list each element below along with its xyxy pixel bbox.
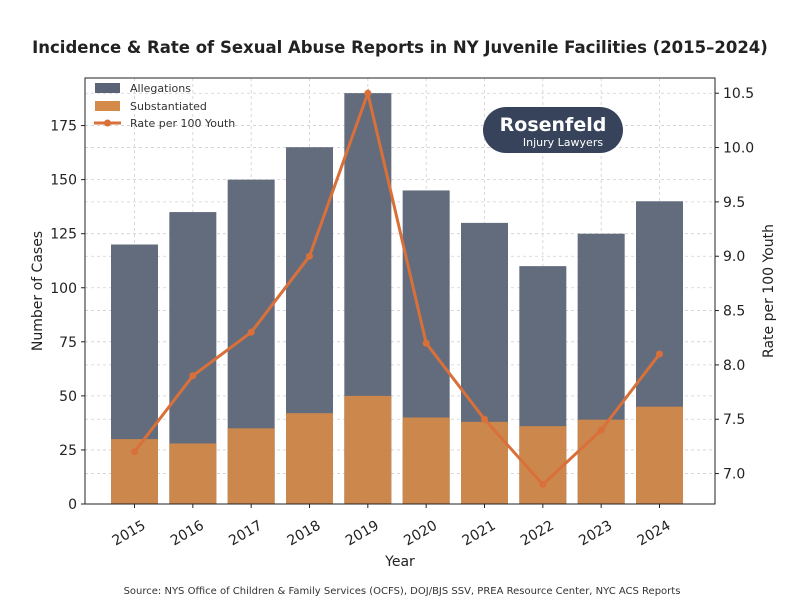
bar-substantiated [344, 395, 392, 504]
y2-tick-label: 10.5 [723, 86, 754, 102]
x-tick-label: 2020 [401, 518, 440, 550]
bar-substantiated [577, 419, 625, 504]
x-tick-label: 2018 [285, 518, 324, 550]
x-tick-label: 2023 [576, 518, 615, 550]
y-tick-label: 0 [68, 497, 77, 513]
y2-tick-label: 8.0 [723, 358, 745, 374]
plot-frame [84, 77, 716, 505]
rate-point [597, 426, 605, 434]
rate-point [189, 372, 197, 380]
legend-marker-rate [104, 119, 111, 127]
rate-line [131, 87, 663, 488]
legend-swatch-substantiated [95, 101, 120, 111]
y2-tick-label: 9.5 [723, 195, 745, 211]
bar-substantiated [286, 413, 333, 504]
rate-point [656, 350, 663, 358]
y-tick-label: 175 [50, 119, 77, 135]
x-tick-label: 2016 [168, 518, 207, 550]
x-tick-label: 2021 [460, 518, 499, 550]
x-tick-label: 2015 [110, 518, 149, 550]
logo-name: Rosenfeld [500, 114, 607, 136]
logo: Rosenfeld Injury Lawyers [483, 107, 623, 153]
chart-title: Incidence & Rate of Sexual Abuse Reports… [32, 38, 768, 57]
rate-point [364, 89, 372, 97]
legend-label-rate: Rate per 100 Youth [130, 117, 235, 130]
y-tick-label: 75 [59, 335, 77, 351]
y2-tick-label: 10.0 [723, 141, 754, 157]
legend-swatch-allegations [95, 83, 120, 93]
rate-point [247, 328, 255, 336]
rate-point [306, 252, 313, 260]
bar-substantiated [461, 421, 508, 504]
legend: Allegations Substantiated Rate per 100 Y… [94, 82, 235, 130]
x-tick-label: 2019 [343, 518, 382, 550]
y-axis-label: Number of Cases [30, 231, 46, 351]
bar-substantiated [169, 443, 217, 504]
y2-tick-label: 8.5 [723, 304, 745, 320]
x-tick-label: 2022 [518, 518, 557, 550]
x-tick-label: 2024 [635, 518, 674, 550]
bar-substantiated [636, 406, 683, 504]
y-tick-label: 125 [50, 227, 77, 243]
legend-label-allegations: Allegations [130, 82, 191, 95]
x-axis-label: Year [384, 554, 415, 570]
y-tick-label: 50 [59, 389, 77, 405]
logo-tagline: Injury Lawyers [523, 136, 603, 149]
y2-tick-label: 9.0 [723, 249, 745, 265]
y-tick-label: 150 [50, 173, 77, 189]
bar-substantiated [227, 428, 275, 504]
logo-badge [483, 107, 623, 153]
y2-axis-label: Rate per 100 Youth [761, 224, 777, 358]
rate-point [539, 480, 547, 488]
rate-point [481, 415, 488, 423]
source-note: Source: NYS Office of Children & Family … [124, 586, 681, 597]
y-tick-label: 100 [50, 281, 77, 297]
rate-polyline [133, 87, 661, 487]
x-tick-label: 2017 [226, 518, 265, 550]
rate-point [131, 448, 138, 456]
y-tick-label: 25 [59, 443, 77, 459]
y2-tick-label: 7.5 [723, 412, 745, 428]
rate-point [422, 339, 430, 347]
bars [111, 93, 683, 505]
bar-substantiated [402, 417, 450, 504]
legend-label-substantiated: Substantiated [130, 100, 207, 113]
y2-tick-label: 7.0 [723, 467, 745, 483]
